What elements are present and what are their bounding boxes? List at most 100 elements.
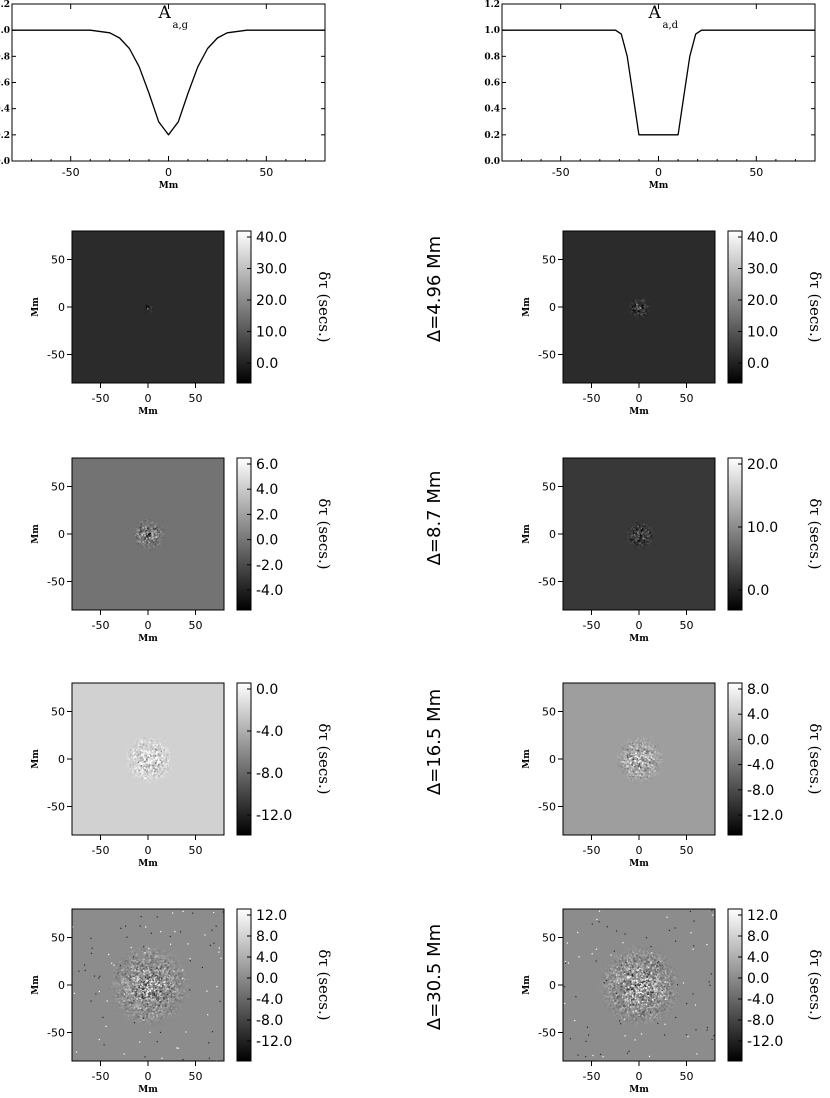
- heatmap-pixel: [172, 1003, 175, 1005]
- heatmap-pixel: [153, 533, 155, 535]
- heatmap-pixel: [135, 945, 137, 947]
- heatmap-pixel: [154, 962, 157, 965]
- heatmap-pixel: [656, 757, 659, 759]
- heatmap-pixel: [146, 737, 149, 740]
- heatmap-pixel: [650, 756, 653, 758]
- heatmap-pixel: [161, 954, 164, 956]
- heatmap-pixel: [662, 762, 665, 764]
- heatmap-pixel: [625, 750, 627, 753]
- heatmap-pixel: [645, 529, 647, 532]
- heatmap-pixel: [147, 739, 150, 741]
- heatmap-pixel: [631, 542, 634, 545]
- colorbar-tick-label: 20.0: [256, 293, 287, 309]
- heatmap-pixel: [151, 778, 153, 781]
- heatmap-pixel: [143, 535, 146, 538]
- heatmap-pixel: [635, 764, 637, 767]
- heatmap-pixel: [123, 1014, 125, 1017]
- heatmap-pixel: [116, 1003, 118, 1005]
- heatmap-pixel: [156, 768, 159, 771]
- heatmap-pixel: [621, 773, 623, 776]
- heatmap-pixel: [615, 765, 618, 768]
- heatmap-pixel: [631, 538, 634, 541]
- heatmap-pixel: [134, 749, 136, 751]
- heatmap-pixel: [111, 972, 114, 975]
- heatmap-pixel: [154, 770, 156, 773]
- heatmap-pixel: [143, 972, 146, 975]
- heatmap-pixel: [144, 538, 147, 541]
- heatmap-pixel: [641, 776, 643, 779]
- heatmap-pixel: [129, 749, 132, 751]
- heatmap-pixel: [633, 735, 635, 738]
- heatmap-pixel: [150, 740, 153, 743]
- heatmap-pixel: [137, 539, 139, 542]
- heatmap-pixel: [138, 771, 140, 773]
- heatmap-pixel: [160, 977, 163, 980]
- heatmap-pixel: [147, 984, 149, 986]
- heatmap-pixel: [635, 302, 638, 305]
- heatmap-pixel: [643, 545, 645, 548]
- heatmap-pixel: [645, 520, 647, 523]
- heatmap-pixel: [153, 977, 156, 979]
- heatmap-pixel: [179, 1000, 181, 1002]
- heatmap-pixel: [624, 533, 626, 535]
- heatmap-pixel: [163, 530, 166, 533]
- heatmap-pixel: [647, 766, 649, 769]
- heatmap-pixel: [179, 1001, 182, 1003]
- heatmap-pixel: [165, 952, 167, 954]
- heatmap-pixel: [146, 955, 148, 958]
- heatmap-pixel: [645, 737, 647, 740]
- heatmap-pixel: [167, 950, 169, 952]
- heatmap-pixel: [129, 756, 131, 758]
- heatmap-pixel: [148, 304, 150, 307]
- heatmap-pixel: [629, 535, 632, 538]
- heatmap-pixel: [121, 979, 123, 982]
- heatmap-pixel: [620, 765, 623, 768]
- heatmap-pixel: [646, 310, 649, 313]
- colorbar-tick-label: 10.0: [747, 325, 778, 341]
- heatmap-pixel: [641, 764, 644, 766]
- heatmap-pixel: [175, 1008, 177, 1011]
- heatmap-pixel: [642, 738, 645, 740]
- heatmap-pixel: [631, 528, 634, 531]
- x-tick-label: 50: [259, 166, 273, 179]
- heatmap-pixel: [646, 764, 649, 766]
- heatmap-pixel: [142, 523, 144, 526]
- heatmap-pixel: [158, 767, 161, 769]
- heatmap-pixel: [129, 759, 132, 762]
- heatmap-pixel: [163, 767, 165, 770]
- heatmap-pixel: [640, 297, 642, 300]
- heatmap-pixel: [641, 527, 643, 530]
- heatmap-pixel: [637, 530, 639, 533]
- heatmap-pixel: [117, 997, 120, 1000]
- heatmap-pixel: [124, 1007, 126, 1009]
- heatmap-pixel: [134, 534, 137, 537]
- heatmap-pixel: [145, 950, 147, 953]
- heatmap-pixel: [133, 533, 135, 535]
- heatmap-pixel: [162, 542, 165, 545]
- heatmap-pixel: [129, 773, 132, 776]
- heatmap-pixel: [156, 1022, 159, 1025]
- heatmap-pixel: [147, 783, 149, 785]
- heatmap-pixel: [654, 755, 656, 757]
- heatmap-pixel: [630, 523, 633, 526]
- heatmap-pixel: [134, 527, 136, 529]
- heatmap-pixel: [161, 757, 163, 760]
- heatmap-pixel: [151, 519, 154, 521]
- heatmap-pixel: [129, 763, 131, 766]
- heatmap-pixel: [146, 959, 148, 961]
- heatmap-pixel: [117, 993, 119, 996]
- heatmap-pixel: [131, 528, 134, 530]
- heatmap-pixel: [140, 740, 143, 743]
- heatmap-pixel: [115, 969, 118, 972]
- heatmap-pixel: [146, 986, 148, 989]
- heatmap-pixel: [169, 1001, 172, 1003]
- heatmap-pixel: [119, 959, 121, 962]
- heatmap-pixel: [642, 781, 645, 783]
- heatmap-pixel: [646, 528, 649, 530]
- heatmap-pixel: [151, 524, 153, 526]
- heatmap-pixel: [165, 968, 168, 971]
- heatmap-pixel: [138, 519, 141, 522]
- heatmap-pixel: [147, 543, 149, 545]
- heatmap-pixel: [656, 759, 659, 761]
- heatmap-pixel: [115, 1002, 117, 1005]
